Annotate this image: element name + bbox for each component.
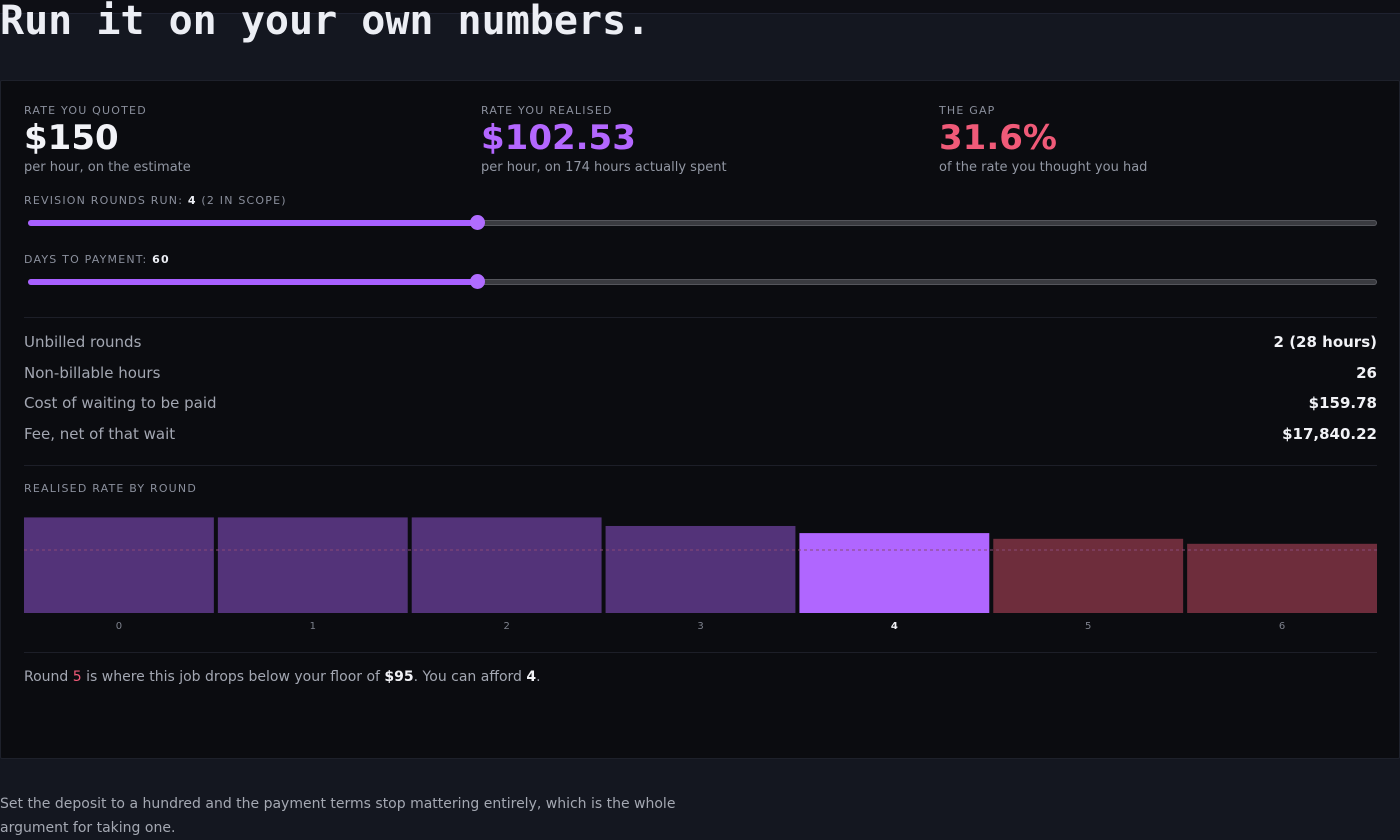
note-text: . You can afford (413, 669, 527, 685)
top-bar (0, 0, 1400, 14)
stat-value: 31.6% (939, 118, 1057, 158)
note-text: Round (24, 669, 73, 685)
stat-rate-quoted: RATE YOU QUOTED $150 per hour, on the es… (24, 104, 191, 175)
stat-label: THE GAP (939, 104, 996, 117)
note-afford: 4 (526, 669, 537, 685)
bar-round-5 (993, 538, 1184, 613)
row-value: $17,840.22 (1282, 425, 1377, 443)
note-text: is where this job drops below your floor… (81, 669, 385, 685)
breakdown-row: Non-billable hours 26 (24, 364, 1377, 388)
slider-thumb[interactable] (470, 274, 486, 289)
row-value: $159.78 (1308, 394, 1377, 412)
revision-rounds-label: REVISION ROUNDS RUN: 4 (2 IN SCOPE) (24, 194, 287, 207)
body-paragraph: Set the deposit to a hundred and the pay… (0, 796, 676, 836)
row-key: Non-billable hours (24, 364, 161, 382)
affordability-note: Round 5 is where this job drops below yo… (24, 669, 541, 685)
slider-fill (28, 279, 478, 285)
realised-rate-chart: 0 1 2 3 4 5 6 (24, 517, 1377, 632)
x-tick-label: 5 (1085, 621, 1091, 632)
stat-sub: per hour, on 174 hours actually spent (481, 160, 727, 175)
bar-round-6 (1187, 543, 1377, 613)
x-tick-label: 2 (503, 621, 509, 632)
x-tick-label: 0 (116, 621, 122, 632)
breakdown-row: Unbilled rounds 2 (28 hours) (24, 333, 1377, 357)
row-key: Unbilled rounds (24, 333, 142, 351)
note-text: . (536, 669, 541, 685)
breakdown-row: Cost of waiting to be paid $159.78 (24, 394, 1377, 418)
bar-round-3 (605, 525, 796, 613)
slider-label-text: REVISION ROUNDS RUN: (24, 194, 184, 207)
days-to-payment-label: DAYS TO PAYMENT: 60 (24, 253, 170, 266)
bar-round-2 (411, 517, 602, 613)
days-to-payment-slider[interactable] (28, 274, 1377, 289)
page-headline: Run it on your own numbers. (0, 0, 651, 44)
stat-value: $102.53 (481, 118, 636, 158)
x-tick-label: 3 (697, 621, 703, 632)
slider-value: 60 (152, 253, 170, 266)
stat-value: $150 (24, 118, 119, 158)
divider (24, 465, 1377, 466)
slider-fill (28, 220, 478, 226)
slider-value: 4 (187, 194, 197, 207)
row-key: Cost of waiting to be paid (24, 394, 217, 412)
stat-label: RATE YOU REALISED (481, 104, 613, 117)
row-value: 26 (1356, 364, 1377, 382)
divider (24, 652, 1377, 653)
x-tick-label: 4 (891, 621, 898, 632)
slider-thumb[interactable] (470, 215, 486, 230)
row-value: 2 (28 hours) (1273, 333, 1377, 351)
bar-round-0 (24, 517, 214, 613)
note-floor: $95 (384, 669, 414, 685)
calculator-panel: RATE YOU QUOTED $150 per hour, on the es… (0, 80, 1400, 759)
stat-sub: per hour, on the estimate (24, 160, 191, 175)
revision-rounds-slider[interactable] (28, 215, 1377, 230)
stat-sub: of the rate you thought you had (939, 160, 1148, 175)
x-tick-label: 6 (1279, 621, 1285, 632)
bar-round-4 (799, 533, 990, 613)
stat-gap: THE GAP 31.6% of the rate you thought yo… (939, 104, 1147, 175)
stat-label: RATE YOU QUOTED (24, 104, 147, 117)
divider (24, 317, 1377, 318)
breakdown-row: Fee, net of that wait $17,840.22 (24, 425, 1377, 449)
note-round: 5 (72, 669, 82, 685)
stat-rate-realised: RATE YOU REALISED $102.53 per hour, on 1… (481, 104, 727, 175)
slider-label-text: DAYS TO PAYMENT: (24, 253, 148, 266)
row-key: Fee, net of that wait (24, 425, 176, 443)
bar-round-1 (217, 517, 408, 613)
chart-title: REALISED RATE BY ROUND (24, 482, 198, 495)
x-tick-label: 1 (310, 621, 316, 632)
slider-note: (2 IN SCOPE) (201, 194, 287, 207)
